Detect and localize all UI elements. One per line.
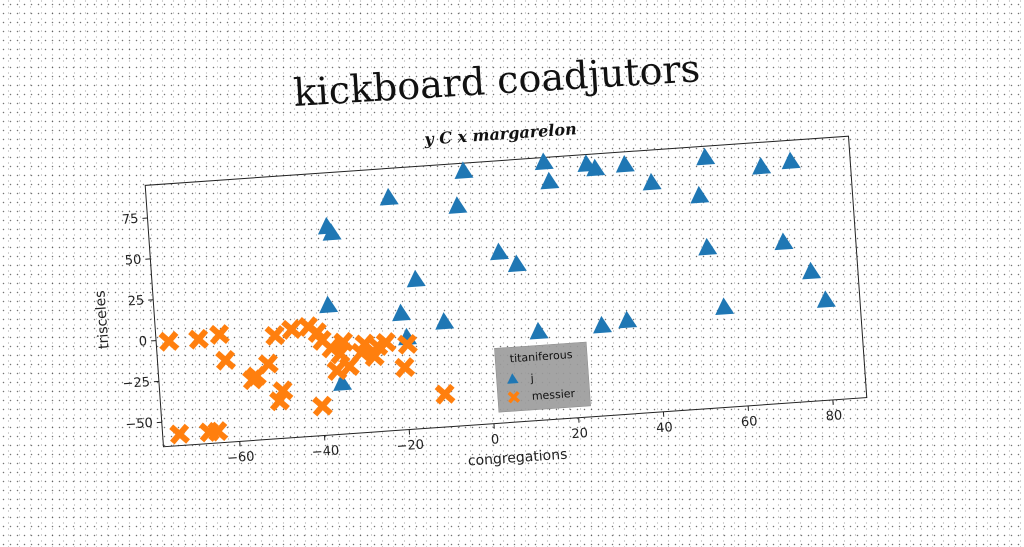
x-tick-label: 20 — [571, 426, 589, 442]
point-j — [534, 152, 554, 170]
x-tick-label: 0 — [490, 432, 499, 448]
x-axis-label: congregations — [467, 447, 568, 470]
point-messier — [434, 384, 455, 405]
legend: titaniferous j messier — [494, 342, 590, 412]
point-j — [695, 147, 715, 165]
point-j — [489, 242, 509, 260]
point-messier — [209, 324, 230, 345]
y-tick-label: 25 — [127, 293, 145, 309]
point-j — [816, 290, 836, 308]
point-j — [615, 154, 635, 172]
point-j — [689, 185, 709, 203]
point-j — [714, 297, 734, 315]
x-tick-label: −40 — [311, 444, 339, 461]
point-j — [697, 237, 717, 255]
point-j — [447, 196, 467, 214]
point-j — [751, 156, 771, 174]
point-messier — [188, 329, 209, 350]
y-tick-label: 50 — [124, 253, 142, 269]
point-messier — [169, 423, 190, 444]
point-j — [773, 232, 793, 250]
point-j — [379, 187, 399, 205]
y-axis-label: trisceles — [92, 290, 112, 350]
y-tick-label: −50 — [125, 416, 153, 433]
point-j — [528, 321, 548, 339]
x-tick-label: −60 — [227, 449, 255, 466]
point-j — [617, 310, 637, 328]
data-points — [148, 133, 843, 445]
y-tick-label: 0 — [138, 334, 147, 350]
point-j — [406, 269, 426, 287]
point-messier — [312, 395, 333, 416]
point-j — [539, 171, 559, 189]
point-messier — [158, 331, 179, 352]
point-messier — [394, 357, 415, 378]
point-j — [641, 172, 661, 190]
point-messier — [258, 353, 279, 374]
x-tick-label: 60 — [741, 414, 759, 430]
x-tick-label: 40 — [656, 420, 674, 436]
x-tick-label: 80 — [825, 408, 843, 424]
point-j — [434, 311, 454, 329]
y-tick-label: 75 — [122, 212, 140, 228]
point-j — [801, 261, 821, 279]
point-j — [391, 303, 411, 321]
point-j — [592, 315, 612, 333]
point-messier — [215, 350, 236, 371]
y-tick-label: −25 — [122, 375, 150, 392]
point-j — [318, 295, 338, 313]
point-j — [780, 151, 800, 169]
x-tick-label: −20 — [396, 438, 424, 455]
point-j — [507, 254, 527, 272]
